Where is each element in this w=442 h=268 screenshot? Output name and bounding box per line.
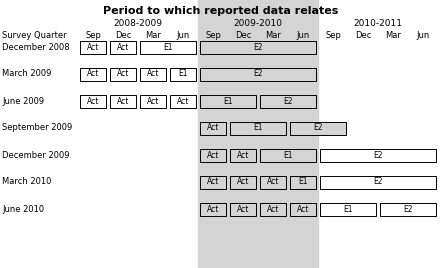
Text: E1: E1 — [163, 43, 173, 51]
Text: E1: E1 — [178, 69, 188, 79]
Text: E2: E2 — [373, 151, 383, 159]
Text: June 2010: June 2010 — [2, 204, 44, 214]
Bar — [320, 176, 436, 188]
Text: Act: Act — [117, 96, 129, 106]
Bar — [260, 95, 316, 107]
Bar — [170, 68, 196, 80]
Bar — [110, 95, 136, 107]
Bar — [170, 95, 196, 107]
Bar — [200, 95, 256, 107]
Text: Act: Act — [297, 204, 309, 214]
Bar — [200, 148, 226, 162]
Text: 2009-2010: 2009-2010 — [233, 19, 282, 28]
Bar — [198, 0, 318, 268]
Text: Mar: Mar — [265, 31, 281, 40]
Bar — [290, 121, 346, 135]
Text: Sep: Sep — [85, 31, 101, 40]
Text: Dec: Dec — [235, 31, 251, 40]
Text: Act: Act — [207, 177, 219, 187]
Text: Sep: Sep — [205, 31, 221, 40]
Text: Act: Act — [117, 69, 129, 79]
Text: Act: Act — [147, 96, 159, 106]
Text: E2: E2 — [253, 69, 263, 79]
Text: Period to which reported data relates: Period to which reported data relates — [103, 6, 339, 16]
Bar — [80, 68, 106, 80]
Text: Dec: Dec — [355, 31, 371, 40]
Text: Jun: Jun — [176, 31, 190, 40]
Text: Act: Act — [207, 151, 219, 159]
Bar — [380, 203, 436, 215]
Bar — [200, 40, 316, 54]
Text: E1: E1 — [343, 204, 353, 214]
Bar — [320, 148, 436, 162]
Text: September 2009: September 2009 — [2, 124, 72, 132]
Bar — [230, 148, 256, 162]
Text: Dec: Dec — [115, 31, 131, 40]
Text: Act: Act — [237, 204, 249, 214]
Text: Act: Act — [87, 69, 99, 79]
Text: E1: E1 — [283, 151, 293, 159]
Bar — [110, 68, 136, 80]
Text: Sep: Sep — [325, 31, 341, 40]
Bar — [80, 95, 106, 107]
Text: December 2009: December 2009 — [2, 151, 69, 159]
Text: Mar: Mar — [385, 31, 401, 40]
Bar — [110, 40, 136, 54]
Bar — [230, 203, 256, 215]
Text: Jun: Jun — [297, 31, 310, 40]
Text: E2: E2 — [283, 96, 293, 106]
Text: Act: Act — [87, 43, 99, 51]
Bar — [230, 176, 256, 188]
Text: E2: E2 — [253, 43, 263, 51]
Text: Survey Quarter: Survey Quarter — [2, 31, 67, 40]
Text: E1: E1 — [253, 124, 263, 132]
Bar — [140, 40, 196, 54]
Text: Act: Act — [267, 177, 279, 187]
Text: Act: Act — [267, 204, 279, 214]
Bar — [260, 203, 286, 215]
Bar — [320, 203, 376, 215]
Bar — [200, 68, 316, 80]
Bar — [140, 68, 166, 80]
Text: December 2008: December 2008 — [2, 43, 70, 51]
Text: Act: Act — [207, 124, 219, 132]
Text: Mar: Mar — [145, 31, 161, 40]
Text: E1: E1 — [223, 96, 233, 106]
Bar — [290, 176, 316, 188]
Text: E1: E1 — [298, 177, 308, 187]
Text: Act: Act — [117, 43, 129, 51]
Bar — [230, 121, 286, 135]
Bar — [260, 176, 286, 188]
Text: E2: E2 — [313, 124, 323, 132]
Text: June 2009: June 2009 — [2, 96, 44, 106]
Text: E2: E2 — [373, 177, 383, 187]
Text: March 2010: March 2010 — [2, 177, 51, 187]
Bar — [80, 40, 106, 54]
Text: Act: Act — [237, 177, 249, 187]
Bar — [260, 148, 316, 162]
Bar — [200, 176, 226, 188]
Bar — [200, 121, 226, 135]
Text: 2010-2011: 2010-2011 — [354, 19, 403, 28]
Text: Act: Act — [147, 69, 159, 79]
Bar — [140, 95, 166, 107]
Text: E2: E2 — [403, 204, 413, 214]
Text: Jun: Jun — [416, 31, 430, 40]
Text: Act: Act — [177, 96, 189, 106]
Text: Act: Act — [87, 96, 99, 106]
Text: March 2009: March 2009 — [2, 69, 51, 79]
Bar — [200, 203, 226, 215]
Text: Act: Act — [207, 204, 219, 214]
Text: Act: Act — [237, 151, 249, 159]
Text: 2008-2009: 2008-2009 — [114, 19, 163, 28]
Bar — [290, 203, 316, 215]
